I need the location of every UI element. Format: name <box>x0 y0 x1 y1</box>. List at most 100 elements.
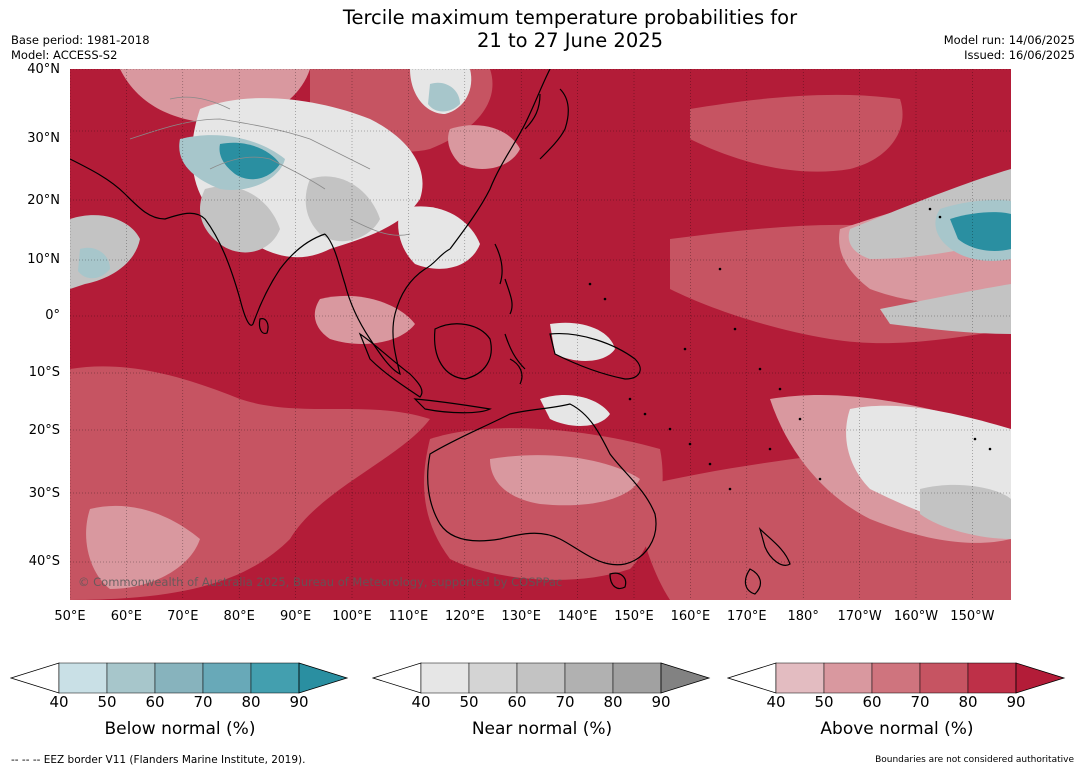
title-line-2: 21 to 27 June 2025 <box>476 29 664 52</box>
colorbar-svg <box>372 662 711 694</box>
colorbar-tick: 60 <box>862 693 882 711</box>
longitude-label: 80°E <box>223 609 255 624</box>
longitude-label: 180° <box>787 609 819 624</box>
island-dot <box>938 215 942 219</box>
colorbar-high-extension <box>660 662 711 694</box>
colorbar-svg <box>727 662 1066 694</box>
colorbar-tick: 90 <box>651 693 671 711</box>
map-canvas <box>70 69 1011 600</box>
island-dot <box>683 347 687 351</box>
country-borders <box>129 96 411 236</box>
run-info: Model run: 14/06/2025 Issued: 16/06/2025 <box>944 33 1075 63</box>
colorbar-tick: 90 <box>1006 693 1026 711</box>
colorbar-tick: 40 <box>49 693 69 711</box>
colorbar-segment <box>202 662 252 694</box>
island-dot <box>928 207 932 211</box>
colorbar-tick: 40 <box>766 693 786 711</box>
latitude-label: 30°N <box>27 131 60 146</box>
colorbar-tick: 80 <box>958 693 978 711</box>
below-normal-areas <box>78 82 1011 279</box>
colorbar-1: 40 50 60 70 80 90 Near normal (%) <box>372 662 712 739</box>
colorbar-high-extension <box>298 662 349 694</box>
latitude-label: 40°S <box>28 554 60 569</box>
longitude-label: 160°W <box>893 609 939 624</box>
island-dot <box>758 367 762 371</box>
issued-date: Issued: 16/06/2025 <box>964 48 1075 62</box>
probability-map <box>70 69 1011 600</box>
island-dot <box>988 447 992 451</box>
colorbar-tick: 50 <box>814 693 834 711</box>
colorbar-tick: 40 <box>411 693 431 711</box>
island-dot <box>768 447 772 451</box>
island-dot <box>818 477 822 481</box>
island-dot <box>708 462 712 466</box>
colorbar-segment <box>564 662 614 694</box>
island-dot <box>668 427 672 431</box>
map-title: Tercile maximum temperature probabilitie… <box>0 6 1085 52</box>
colorbar-tick: 50 <box>97 693 117 711</box>
colorbar-tick: 80 <box>241 693 261 711</box>
colorbar-tick: 60 <box>145 693 165 711</box>
model-info: Base period: 1981-2018 Model: ACCESS-S2 <box>11 33 150 63</box>
longitude-label: 110°E <box>388 609 429 624</box>
copyright-credit: © Commonwealth of Australia 2025, Bureau… <box>78 575 563 589</box>
colorbar-high-extension <box>1015 662 1066 694</box>
title-line-1: Tercile maximum temperature probabilitie… <box>342 6 798 29</box>
colorbar-label: Below normal (%) <box>104 719 256 739</box>
colorbar-2: 40 50 60 70 80 90 Above normal (%) <box>727 662 1067 739</box>
longitude-label: 60°E <box>110 609 143 624</box>
longitude-label: 50°E <box>54 609 86 624</box>
colorbar-svg <box>10 662 349 694</box>
boundaries-disclaimer: Boundaries are not considered authoritat… <box>875 755 1074 765</box>
island-dot <box>778 387 782 391</box>
latitude-label: 10°S <box>28 365 60 380</box>
longitude-label: 130°E <box>501 609 541 624</box>
longitude-label: 170°E <box>727 609 767 624</box>
island-dot <box>603 297 607 301</box>
island-dot <box>733 327 737 331</box>
island-dot <box>973 437 977 441</box>
colorbar-tick: 80 <box>603 693 623 711</box>
colorbar-low-extension <box>727 662 777 694</box>
longitude-label: 150°E <box>614 609 654 624</box>
colorbar-segment <box>612 662 662 694</box>
latitude-label: 10°N <box>27 252 60 267</box>
colorbar-segment <box>420 662 470 694</box>
longitude-label: 160°E <box>670 609 711 624</box>
colorbar-label: Above normal (%) <box>820 719 974 739</box>
island-dot <box>728 487 732 491</box>
colorbar-tick: 50 <box>459 693 479 711</box>
island-dot <box>718 267 722 271</box>
colorbar-segment <box>516 662 566 694</box>
colorbar-segment <box>775 662 825 694</box>
longitude-label: 90°E <box>279 609 312 624</box>
colorbar-segment <box>58 662 108 694</box>
colorbar-segment <box>967 662 1017 694</box>
colorbar-segment <box>106 662 156 694</box>
latitude-label: 40°N <box>27 62 60 77</box>
colorbar-tick: 70 <box>193 693 213 711</box>
colorbar-tick: 60 <box>507 693 527 711</box>
near-normal-areas <box>70 69 1011 539</box>
island-dot <box>588 282 592 286</box>
colorbar-segment <box>823 662 873 694</box>
latitude-label: 20°S <box>28 423 60 438</box>
island-dot <box>643 412 647 416</box>
latitude-label: 20°N <box>27 193 60 208</box>
coastlines <box>70 69 791 595</box>
colorbar-low-extension <box>372 662 422 694</box>
longitude-label: 120°E <box>445 609 485 624</box>
model-run-date: Model run: 14/06/2025 <box>943 33 1075 47</box>
base-period: Base period: 1981-2018 <box>11 33 150 47</box>
pacific-islands <box>588 207 992 491</box>
colorbar-segment <box>468 662 518 694</box>
longitude-label: 170°W <box>837 609 882 624</box>
colorbar-tick: 90 <box>289 693 309 711</box>
island-dot <box>798 417 802 421</box>
colorbar-segment <box>154 662 204 694</box>
colorbar-tick: 70 <box>555 693 575 711</box>
colorbar-tick: 70 <box>910 693 930 711</box>
longitude-label: 140°E <box>557 609 598 624</box>
colorbar-label: Near normal (%) <box>471 719 613 739</box>
colorbar-segment <box>250 662 300 694</box>
